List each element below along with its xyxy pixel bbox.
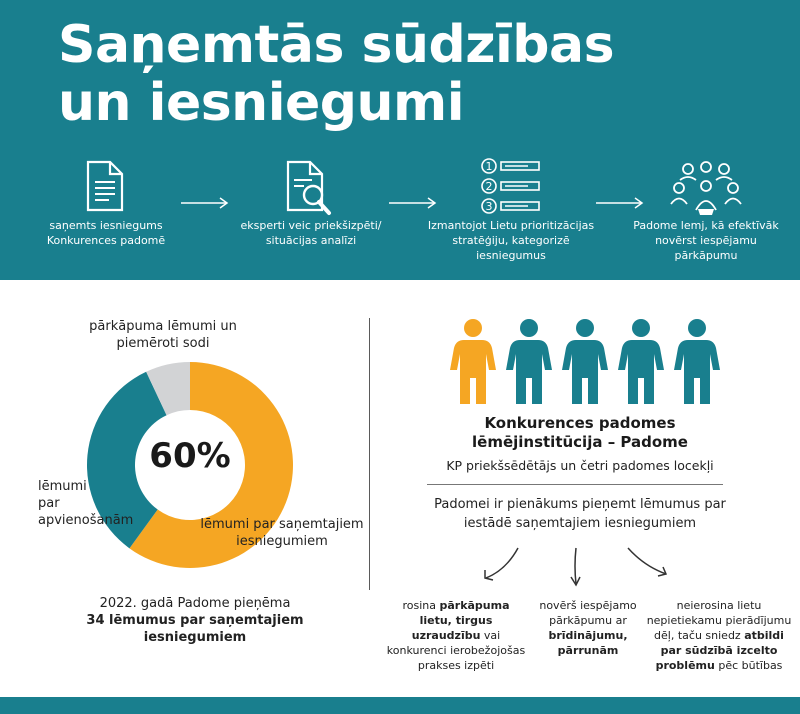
- step-3-text: Izmantojot Lietu prioritizācijas stratēģ…: [427, 219, 595, 262]
- numbered-list-icon: 1 2 3: [481, 158, 540, 214]
- board-members-text: KP priekšsēdētājs un četri padomes locek…: [446, 458, 714, 473]
- arrow-left-curved-icon: [485, 547, 519, 579]
- footer-band: [0, 697, 800, 714]
- person-member-icon: [674, 319, 720, 404]
- outcome-2-before: novērš iespējamo pārkāpumu ar: [539, 599, 637, 627]
- summary-line-2: 34 lēmumus par saņemtajiem iesniegumiem: [86, 613, 304, 645]
- list-number-1: 1: [486, 160, 493, 173]
- donut-slice-2: [146, 362, 190, 416]
- vertical-divider: [369, 318, 370, 590]
- page-title-line-2: un iesniegumi: [58, 73, 465, 133]
- document-search-icon: [286, 160, 331, 215]
- donut-center-value: 60%: [149, 436, 231, 476]
- board-title: Konkurences padomes lēmējinstitūcija – P…: [440, 414, 720, 452]
- arrow-right-icon: [181, 197, 229, 209]
- donut-slice-1: [86, 371, 167, 549]
- outcome-warning: novērš iespējamo pārkāpumu ar brīdinājum…: [536, 598, 640, 658]
- arrow-down-icon: [574, 547, 577, 585]
- list-number-2: 2: [486, 180, 493, 193]
- outcome-2-bold: brīdinājumu, pārrunām: [548, 629, 628, 657]
- arrow-right-icon: [389, 197, 437, 209]
- outcome-1-after: vai konkurenci ierobežojošas prakses izp…: [386, 629, 526, 672]
- page-title: Saņemtās sūdzības un iesniegumi: [58, 15, 615, 133]
- person-member-icon: [618, 319, 664, 404]
- board-people-row: [450, 319, 720, 404]
- board-duty-text: Padomei ir pienākums pieņemt lēmumus par…: [434, 497, 726, 531]
- group-people-icon: [670, 161, 742, 215]
- person-member-icon: [506, 319, 552, 404]
- horizontal-divider: [427, 484, 723, 485]
- document-icon: [86, 160, 124, 212]
- outcome-3-bold: atbildi par sūdzībā izcelto problēmu: [655, 629, 784, 672]
- outcome-1-before: rosina: [402, 599, 440, 612]
- page-title-line-1: Saņemtās sūdzības: [58, 15, 615, 75]
- person-chair-icon: [450, 319, 496, 404]
- list-number-3: 3: [486, 200, 493, 213]
- slice-label-complaints: lēmumi par saņemtajiem iesniegumiem: [200, 517, 364, 549]
- outcome-1-bold: pārkāpuma lietu, tirgus uzraudzību: [411, 599, 510, 642]
- slice-label-violations: pārkāpuma lēmumi un piemēroti sodi: [89, 319, 237, 351]
- arrow-right-icon: [596, 197, 644, 209]
- decisions-summary: 2022. gadā Padome pieņēma 34 lēmumus par…: [55, 595, 335, 646]
- step-4-text: Padome lemj, kā efektīvāk novērst iespēj…: [633, 219, 779, 262]
- person-member-icon: [562, 319, 608, 404]
- slice-label-mergers: lēmumi par apvienošanām: [38, 479, 134, 528]
- outcome-3-after: pēc būtības: [714, 659, 783, 672]
- arrow-right-curved-icon: [627, 547, 667, 575]
- summary-line-1: 2022. gadā Padome pieņēma: [99, 596, 291, 611]
- branch-arrows: [484, 547, 668, 587]
- donut-slice-0: [129, 362, 293, 568]
- outcome-3-before: neierosina lietu nepietiekamu pierādījum…: [646, 599, 792, 642]
- board-title-line-1: Konkurences padomes: [484, 414, 676, 432]
- step-2-text: eksperti veic priekšizpēti/ situācijas a…: [240, 219, 382, 247]
- outcome-no-case: neierosina lietu nepietiekamu pierādījum…: [646, 598, 792, 673]
- outcome-investigation: rosina pārkāpuma lietu, tirgus uzraudzīb…: [385, 598, 527, 673]
- header-band: [0, 0, 800, 280]
- donut-chart: [86, 362, 293, 568]
- step-1-text: saņemts iesniegums Konkurences padomē: [46, 219, 166, 247]
- board-title-line-2: lēmējinstitūcija – Padome: [472, 433, 688, 451]
